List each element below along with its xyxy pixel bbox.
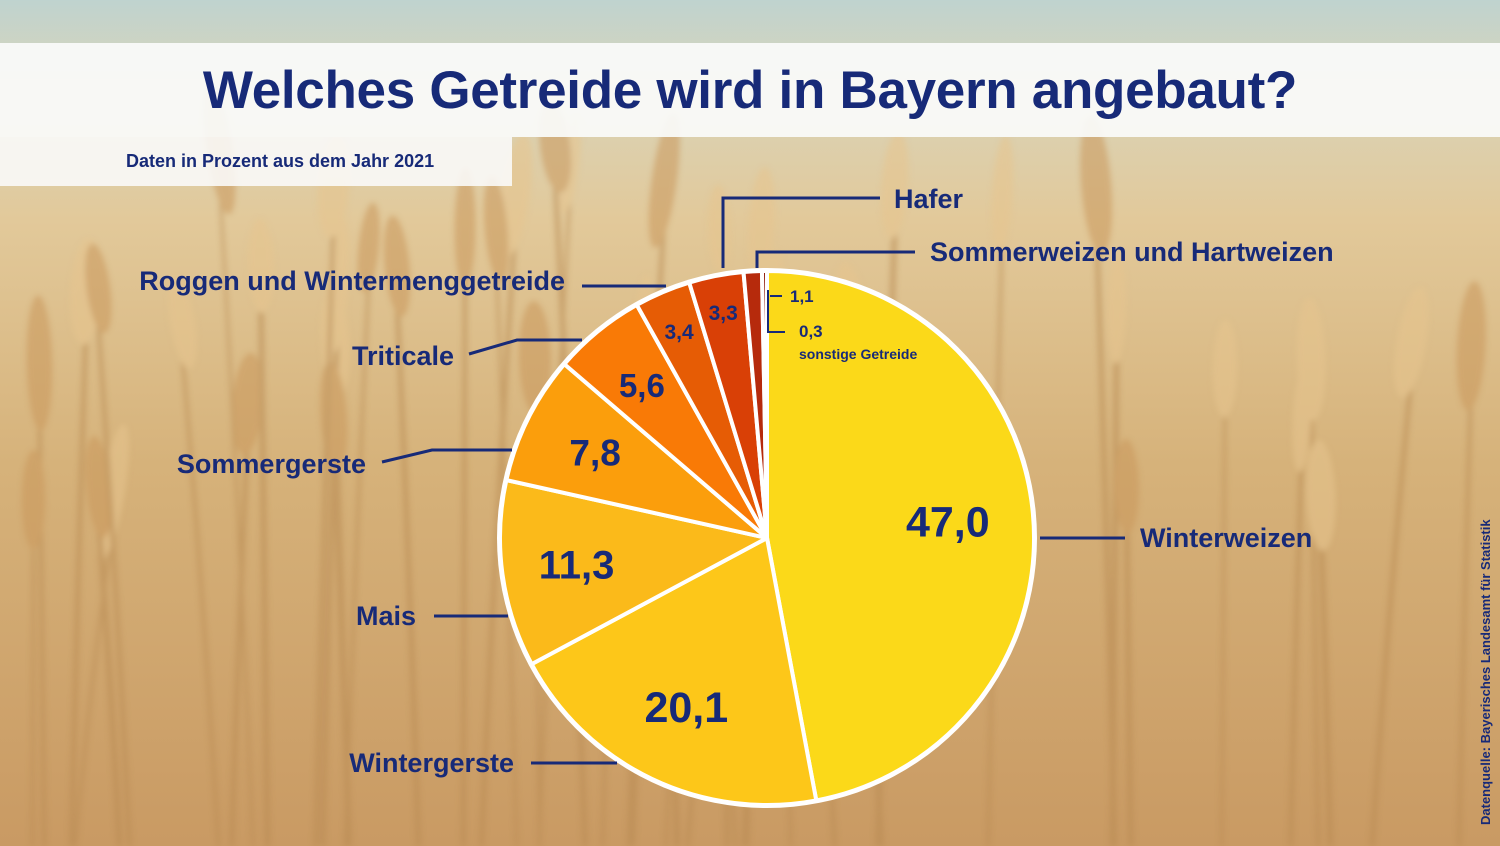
- pie-slice: [529, 536, 819, 807]
- slice-value-label: 7,8: [569, 432, 620, 473]
- slice-category-label: sonstige Getreide: [799, 346, 917, 362]
- slice-value-label: 3,3: [709, 302, 738, 325]
- slice-value-label: 1,1: [790, 287, 814, 306]
- slice-category-label: Sommerweizen und Hartweizen: [930, 237, 1334, 267]
- slice-value-label: 47,0: [906, 499, 990, 547]
- source-note: Datenquelle: Bayerisches Landesamt für S…: [1478, 519, 1493, 825]
- pie-slice: [765, 269, 1037, 803]
- slice-category-label: Mais: [356, 601, 416, 631]
- slice-value-label: 0,3: [799, 322, 823, 341]
- slice-value-label: 11,3: [539, 544, 615, 588]
- leader-line: [721, 196, 880, 268]
- slice-category-label: Winterweizen: [1140, 523, 1312, 553]
- slice-value-label: 3,4: [664, 321, 694, 344]
- slice-category-label: Wintergerste: [349, 748, 514, 778]
- slice-category-label: Hafer: [894, 184, 964, 214]
- subtitle: Daten in Prozent aus dem Jahr 2021: [126, 151, 435, 171]
- slice-category-label: Roggen und Wintermenggetreide: [139, 266, 565, 296]
- slice-value-label: 20,1: [644, 684, 728, 732]
- leader-line: [755, 250, 915, 268]
- pie-slice: [504, 362, 769, 540]
- page-title: Welches Getreide wird in Bayern angebaut…: [202, 60, 1298, 120]
- slice-category-label: Triticale: [352, 341, 454, 371]
- leader-line: [468, 338, 582, 356]
- slice-value-label: 5,6: [619, 367, 665, 404]
- title-bar: Welches Getreide wird in Bayern angebaut…: [0, 43, 1500, 137]
- leader-line: [767, 290, 785, 333]
- subtitle-bar: Daten in Prozent aus dem Jahr 2021: [0, 137, 512, 186]
- leader-line: [381, 448, 512, 464]
- pie-slice: [759, 269, 769, 540]
- slice-category-label: Sommergerste: [177, 449, 366, 479]
- pie-slice: [498, 478, 769, 667]
